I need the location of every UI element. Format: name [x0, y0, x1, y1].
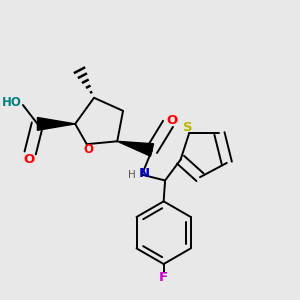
Polygon shape [38, 118, 75, 130]
Text: O: O [167, 115, 178, 128]
Text: F: F [159, 272, 168, 284]
Text: O: O [83, 143, 93, 156]
Text: S: S [183, 121, 192, 134]
Text: O: O [23, 153, 34, 166]
Text: N: N [139, 167, 150, 180]
Polygon shape [117, 141, 154, 156]
Text: HO: HO [2, 96, 22, 109]
Text: H: H [128, 170, 136, 180]
